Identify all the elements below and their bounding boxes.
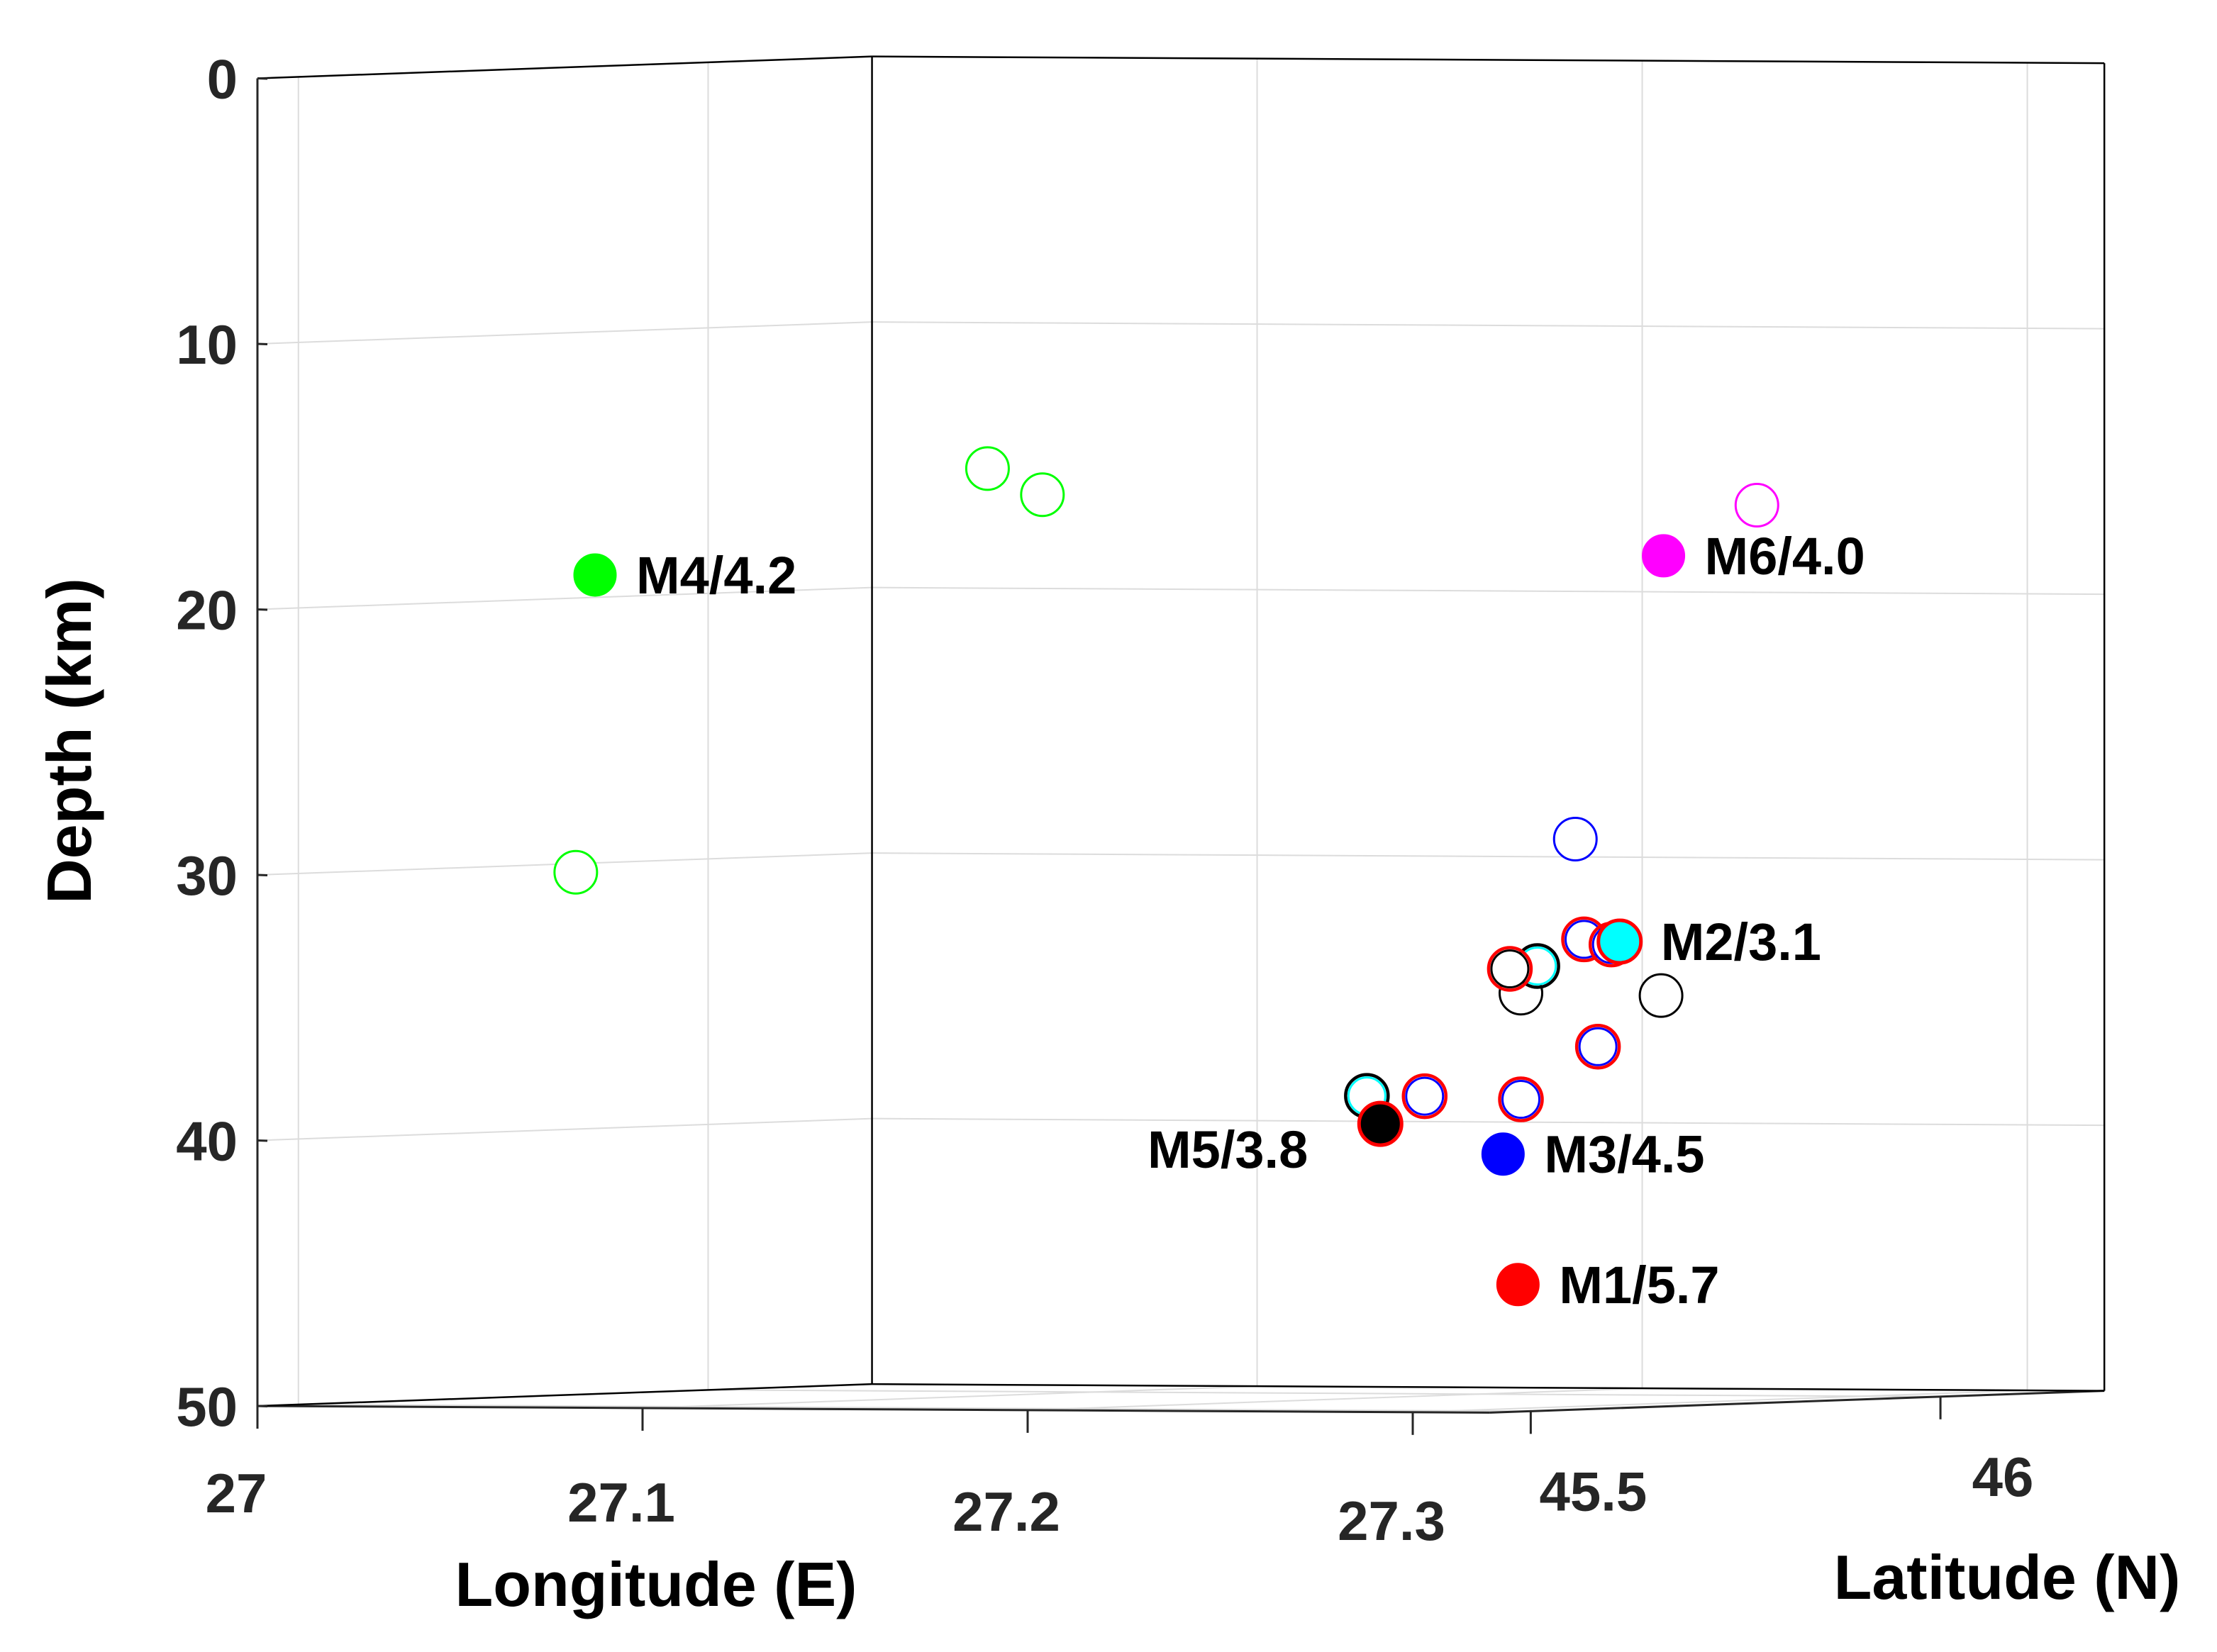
mainshock-marker-2 [1596, 918, 1643, 965]
aftershock-marker [553, 849, 599, 895]
aftershock-marker [1405, 1076, 1445, 1116]
longitude-axis-line [257, 1405, 1490, 1414]
aftershock-marker-edge [1487, 946, 1533, 992]
aftershock-marker [1501, 1080, 1541, 1120]
aftershock-marker [1020, 472, 1065, 518]
grid-line-lon-floor-27.3 [1412, 1389, 2028, 1413]
top-left-edge [257, 55, 872, 79]
event-labels: M1/5.7 M2/3.1 M3/4.5 M4/4.2 M5/3.8 M6/4.0 [636, 527, 1865, 1315]
latitude-tick-label-46: 46 [1972, 1446, 2034, 1508]
y-axis-title: Latitude (N) [1834, 1542, 2181, 1612]
floor-back-edge [872, 1383, 2105, 1392]
mainshock-marker-4 [573, 553, 617, 597]
floor-back-edge-left [257, 1383, 872, 1407]
aftershock-marker-edge [1574, 1024, 1621, 1070]
axis-frame [256, 55, 2106, 1414]
event-markers [553, 446, 1779, 1307]
grid-line-depth-left-20 [257, 586, 872, 610]
mainshock-marker-3 [1481, 1132, 1525, 1176]
longitude-tick-label-27: 27 [206, 1462, 267, 1524]
depth-tick-30 [257, 874, 268, 876]
longitude-tick-label-27.2: 27.2 [952, 1480, 1060, 1543]
event-label-4: M4/4.2 [636, 546, 796, 605]
longitude-tick-label-27.1: 27.1 [567, 1471, 675, 1534]
event-label-2: M2/3.1 [1661, 912, 1821, 971]
event-label-3: M3/4.5 [1544, 1125, 1704, 1184]
depth-tick-10 [257, 342, 268, 345]
aftershock-marker [1638, 973, 1684, 1018]
grid-line-lon-floor-27.2 [1027, 1388, 1643, 1411]
x-axis-title: Longitude (E) [455, 1549, 857, 1619]
depth-tick-label-0: 0 [207, 48, 238, 111]
grid-line-depth-back-30 [872, 852, 2105, 861]
mainshock-marker-6 [1642, 534, 1686, 578]
grid-line-depth-back-20 [872, 586, 2105, 596]
aftershock-marker-edge [1498, 1076, 1544, 1122]
grid-layer [257, 55, 2105, 1413]
event-label-5: M5/3.8 [1148, 1120, 1308, 1179]
aftershock-marker [1578, 1027, 1618, 1066]
grid-line-depth-back-40 [872, 1117, 2105, 1127]
aftershock-marker [965, 446, 1010, 491]
depth-tick-label-40: 40 [176, 1110, 238, 1173]
aftershock-marker [1490, 949, 1530, 988]
latitude-tick-label-45.5: 45.5 [1539, 1460, 1647, 1522]
aftershock-marker-edge [1401, 1073, 1448, 1120]
grid-line-lon-floor-27.1 [642, 1385, 1257, 1409]
tick-labels: 0 10 20 30 40 50 27 27.1 27.2 27.3 45.5 46 [176, 48, 2033, 1552]
longitude-tick-label-27.3: 27.3 [1338, 1490, 1445, 1552]
grid-line-depth-back-10 [872, 321, 2105, 330]
depth-tick-40 [257, 1139, 268, 1142]
grid-line-lat-floor-46 [708, 1389, 1941, 1397]
mainshock-marker-5 [1357, 1100, 1404, 1147]
depth-tick-label-20: 20 [176, 579, 238, 642]
depth-tick-label-50: 50 [176, 1375, 238, 1438]
grid-line-lat-floor-45.5 [298, 1403, 1531, 1412]
aftershock-marker [1552, 816, 1598, 861]
grid-line-depth-left-10 [257, 321, 872, 345]
z-axis-title: Depth (km) [34, 578, 104, 904]
aftershock-marker [1734, 482, 1779, 528]
depth-tick-label-30: 30 [176, 844, 238, 907]
event-label-1: M1/5.7 [1559, 1256, 1719, 1315]
depth-tick-label-10: 10 [176, 313, 238, 376]
event-label-6: M6/4.0 [1705, 527, 1865, 586]
grid-line-depth-left-40 [257, 1117, 872, 1142]
mainshock-marker-1 [1496, 1263, 1540, 1307]
top-back-edge [872, 55, 2105, 65]
latitude-axis-line [1489, 1390, 2105, 1414]
depth-tick-50 [257, 1405, 268, 1407]
